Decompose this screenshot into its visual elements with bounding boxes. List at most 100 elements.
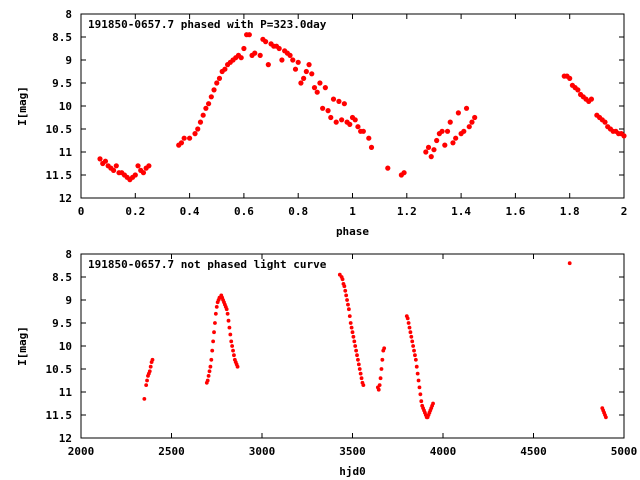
data-point	[382, 346, 387, 351]
data-point	[314, 89, 320, 95]
data-point	[604, 415, 608, 420]
data-point	[368, 144, 375, 150]
data-point	[406, 321, 411, 325]
data-point	[230, 344, 235, 348]
y-axis-label: I[mag]	[16, 86, 29, 126]
data-point	[354, 348, 359, 353]
y-tick-label: 8.5	[52, 31, 72, 44]
data-point	[290, 57, 296, 63]
y-tick-label: 10.5	[46, 363, 73, 376]
data-points	[142, 261, 608, 420]
data-point	[340, 277, 345, 282]
data-point	[295, 59, 301, 65]
data-point	[311, 85, 318, 91]
data-point	[227, 325, 232, 330]
data-point	[306, 62, 312, 68]
data-point	[377, 383, 382, 387]
data-point	[232, 353, 236, 358]
data-point	[466, 124, 472, 130]
x-tick-label: 0.2	[125, 205, 145, 218]
data-point	[414, 364, 419, 369]
data-point	[431, 401, 435, 406]
data-point	[150, 357, 155, 362]
data-point	[356, 357, 360, 362]
data-point	[200, 112, 206, 118]
data-point	[144, 383, 149, 387]
x-tick-label: 1	[349, 205, 356, 218]
data-point	[263, 39, 269, 45]
data-point	[352, 117, 358, 123]
data-point	[358, 371, 363, 376]
data-point	[588, 96, 595, 102]
data-point	[343, 288, 348, 293]
data-point	[353, 344, 358, 348]
data-point	[347, 314, 352, 318]
data-point	[209, 357, 214, 362]
y-tick-label: 11	[59, 386, 73, 399]
data-point	[439, 128, 445, 134]
y-tick-label: 12	[59, 432, 72, 445]
data-point	[352, 339, 357, 344]
data-point	[350, 330, 355, 335]
x-tick-label: 1.8	[560, 205, 580, 218]
data-point	[140, 170, 147, 176]
data-point	[276, 45, 282, 52]
data-point	[567, 261, 572, 266]
data-point	[206, 101, 212, 107]
data-point	[345, 298, 349, 302]
data-point	[412, 348, 416, 353]
x-tick-label: 4000	[430, 445, 457, 458]
data-point	[359, 376, 364, 381]
y-tick-label: 9	[65, 54, 72, 67]
x-tick-label: 2	[621, 205, 628, 218]
data-point	[330, 96, 337, 102]
data-point	[301, 75, 307, 81]
data-point	[322, 85, 328, 91]
y-tick-label: 12	[59, 192, 72, 205]
data-point	[287, 52, 293, 59]
data-point	[347, 121, 353, 127]
y-tick-label: 11.5	[46, 169, 73, 182]
data-point	[187, 135, 193, 141]
data-point	[192, 131, 198, 137]
data-point	[213, 321, 217, 325]
data-point	[303, 68, 309, 75]
data-point	[207, 369, 212, 374]
data-point	[348, 321, 353, 325]
data-point	[355, 124, 361, 130]
data-point	[211, 339, 216, 344]
data-point	[411, 344, 416, 348]
data-point	[333, 119, 339, 125]
data-point	[447, 119, 453, 125]
data-point	[212, 330, 216, 335]
y-tick-label: 11	[59, 146, 73, 159]
x-axis-label: phase	[336, 225, 369, 238]
data-point	[328, 114, 334, 121]
data-point	[407, 325, 412, 330]
data-point	[197, 119, 204, 125]
data-point	[442, 142, 448, 148]
data-point	[203, 105, 209, 111]
data-point	[344, 293, 349, 298]
data-point	[401, 170, 407, 176]
data-point	[621, 133, 627, 139]
plot-title: 191850-0657.7 phased with P=323.0day	[88, 18, 327, 31]
data-point	[222, 66, 228, 72]
data-point	[366, 135, 372, 141]
data-point	[181, 135, 187, 141]
data-point	[336, 98, 342, 104]
data-point	[110, 167, 117, 173]
data-point	[195, 126, 201, 132]
data-point	[257, 52, 263, 59]
data-point	[339, 117, 345, 123]
data-point	[434, 137, 440, 144]
data-point	[409, 334, 414, 339]
x-tick-label: 1.2	[397, 205, 417, 218]
data-point	[97, 156, 103, 162]
data-point	[415, 371, 420, 376]
x-tick-label: 2000	[68, 445, 95, 458]
data-point	[342, 284, 347, 289]
x-tick-label: 0.6	[234, 205, 254, 218]
data-point	[102, 158, 109, 164]
